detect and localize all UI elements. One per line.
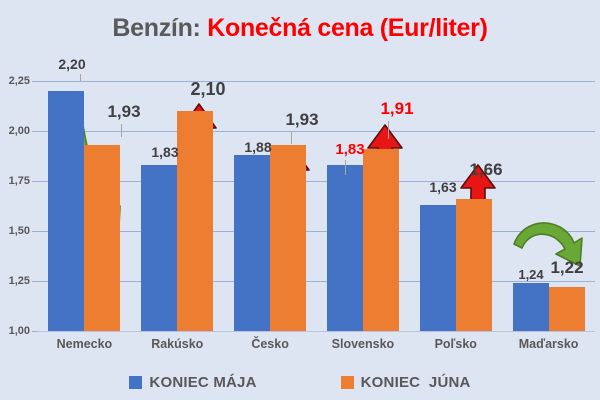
title-accent-text: Konečná cena (Eur/liter) [207, 14, 488, 42]
label-leader-line [388, 121, 389, 139]
bar-rakúsko-june[interactable] [177, 111, 214, 331]
value-label-poľsko-june: 1,66 [469, 160, 503, 179]
value-label-česko-may: 1,88 [244, 139, 272, 155]
value-label-maďarsko-june: 1,22 [550, 258, 584, 277]
value-label-poľsko-may: 1,63 [429, 179, 457, 195]
bar-poľsko-june[interactable] [455, 199, 492, 331]
x-axis-baseline [38, 331, 595, 332]
x-axis-label-nemecko: Nemecko [56, 337, 113, 351]
bar-česko-may[interactable] [234, 155, 271, 331]
bar-rakúsko-may[interactable] [141, 165, 178, 331]
legend-label: KONIEC MÁJA [149, 374, 257, 391]
value-label-slovensko-june: 1,91 [380, 99, 414, 118]
label-leader-line [345, 160, 346, 175]
label-leader-line [291, 132, 292, 144]
title-main-text: Benzín: [112, 14, 208, 42]
x-axis-label-slovensko: Slovensko [331, 337, 395, 351]
plot-area [38, 81, 595, 332]
page-title: Benzín: Konečná cena (Eur/liter) [0, 14, 600, 43]
value-label-slovensko-may: 1,83 [335, 141, 365, 158]
bar-poľsko-may[interactable] [419, 205, 456, 331]
y-axis-tick-mark [32, 81, 41, 82]
value-label-rakúsko-may: 1,83 [151, 144, 179, 160]
y-axis-tick-mark [32, 331, 41, 332]
y-axis-tick-mark [32, 231, 41, 232]
y-axis-tick-label: 1,00 [8, 325, 30, 337]
value-label-česko-june: 1,93 [285, 110, 319, 129]
y-axis-tick-label: 1,25 [8, 275, 30, 287]
label-leader-line [80, 74, 81, 81]
legend-swatch-icon [340, 376, 354, 389]
bar-slovensko-may[interactable] [326, 165, 363, 331]
legend-label: KONIEC JÚNA [360, 374, 471, 391]
gridline [38, 81, 595, 82]
x-axis-label-maďarsko: Maďarsko [518, 337, 579, 351]
value-label-maďarsko-may: 1,24 [518, 267, 544, 282]
gridline [38, 181, 595, 182]
value-label-nemecko-june: 1,93 [107, 102, 141, 121]
y-axis-tick-label: 2,00 [8, 125, 30, 137]
y-axis-tick-label: 1,75 [8, 175, 30, 187]
gridline [38, 281, 595, 282]
gridline [38, 231, 595, 232]
label-leader-line [121, 124, 122, 137]
bar-slovensko-june[interactable] [362, 149, 399, 331]
y-axis-tick-mark [32, 131, 41, 132]
legend-item-koniec-maja[interactable]: KONIEC MÁJA [129, 374, 256, 391]
y-axis-tick-mark [32, 181, 41, 182]
legend-swatch-icon [129, 376, 143, 389]
y-axis-tick-mark [32, 281, 41, 282]
legend-item-koniec-juna[interactable]: KONIEC JÚNA [340, 374, 471, 391]
bar-nemecko-june[interactable] [84, 145, 121, 331]
chart-legend: KONIEC MÁJA KONIEC JÚNA [0, 374, 600, 391]
gridline [38, 131, 595, 132]
value-label-rakúsko-june: 2,10 [190, 79, 226, 99]
bar-nemecko-may[interactable] [48, 91, 85, 331]
y-axis-tick-label: 2,25 [8, 75, 30, 87]
value-label-nemecko-may: 2,20 [58, 56, 86, 72]
bar-česko-june[interactable] [270, 145, 307, 331]
x-axis-label-poľsko: Poľsko [434, 337, 477, 351]
y-axis-tick-label: 1,50 [8, 225, 30, 237]
x-axis-label-rakúsko: Rakúsko [151, 337, 204, 351]
bar-maďarsko-may[interactable] [512, 283, 549, 331]
x-axis-label-česko: Česko [251, 337, 289, 351]
bar-maďarsko-june[interactable] [548, 287, 585, 331]
